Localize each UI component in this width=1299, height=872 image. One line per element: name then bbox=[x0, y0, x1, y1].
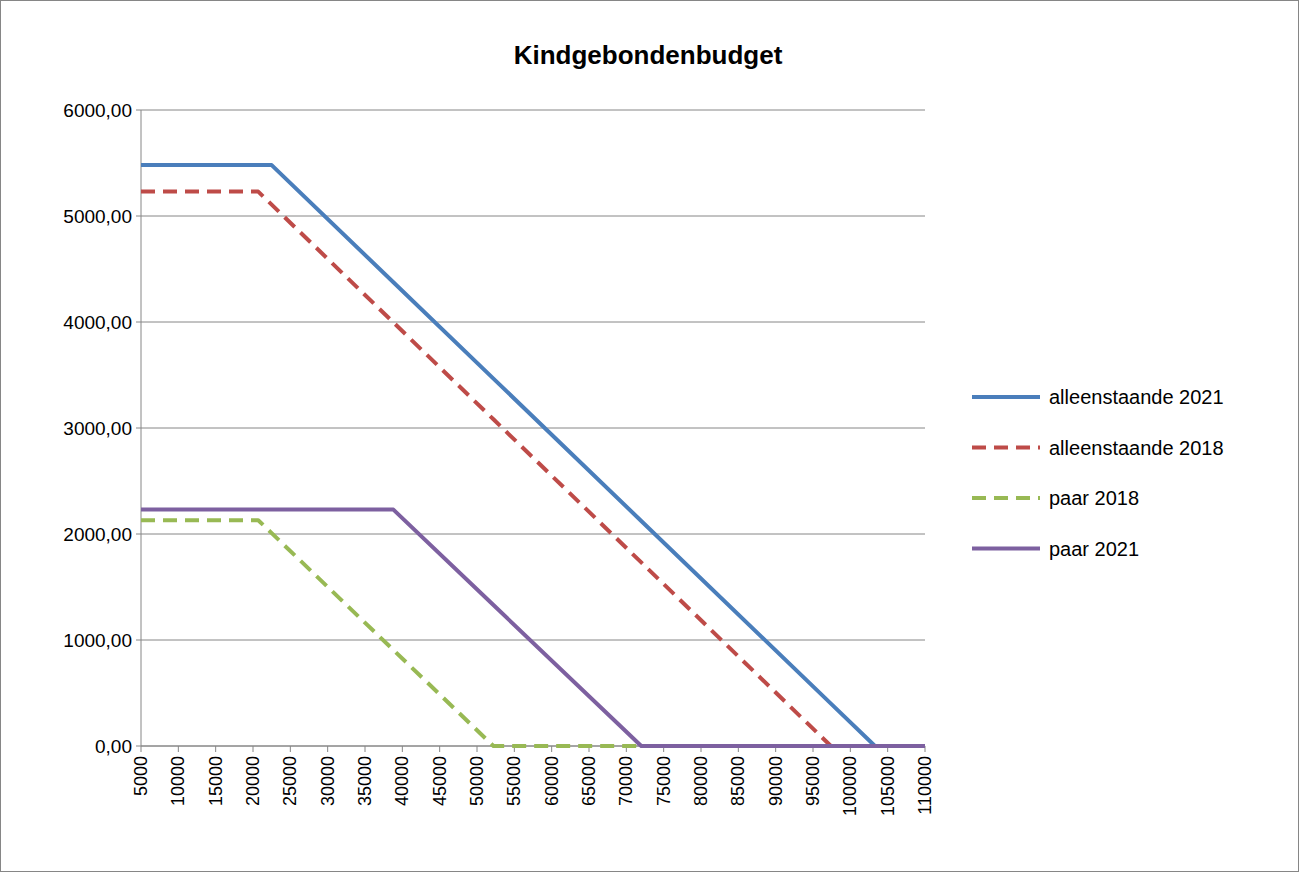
x-tick bbox=[290, 746, 291, 752]
title: Kindgebondenbudget bbox=[514, 40, 783, 70]
y-tick-label: 4000,00 bbox=[63, 312, 132, 333]
y-tick bbox=[136, 746, 141, 747]
x-tick bbox=[439, 746, 440, 752]
grid-line bbox=[141, 534, 925, 535]
legend-swatch bbox=[972, 395, 1040, 399]
chart-frame bbox=[1, 1, 1299, 872]
y-tick-label: 1000,00 bbox=[63, 630, 132, 651]
x-tick-label: 90000 bbox=[766, 756, 786, 806]
x-tick-label: 5000 bbox=[131, 756, 151, 796]
x-tick bbox=[141, 746, 142, 752]
y-axis bbox=[141, 110, 142, 746]
y-tick-label: 5000,00 bbox=[63, 206, 132, 227]
x-tick bbox=[365, 746, 366, 752]
legend-label: paar 2021 bbox=[1049, 538, 1139, 560]
y-tick bbox=[136, 110, 141, 111]
x-tick-label: 40000 bbox=[392, 756, 412, 806]
legend-swatch bbox=[972, 496, 1040, 500]
series-line bbox=[141, 510, 925, 746]
y-tick bbox=[136, 428, 141, 429]
legend-label: paar 2018 bbox=[1049, 487, 1139, 509]
x-tick-label: 65000 bbox=[579, 756, 599, 806]
x-tick bbox=[215, 746, 216, 752]
x-tick-label: 100000 bbox=[840, 756, 860, 816]
y-tick-label: 3000,00 bbox=[63, 418, 132, 439]
y-tick bbox=[136, 322, 141, 323]
x-tick-label: 60000 bbox=[542, 756, 562, 806]
series-line bbox=[141, 520, 925, 746]
legend-label: alleenstaande 2021 bbox=[1049, 386, 1224, 408]
legend-swatch bbox=[972, 547, 1040, 551]
y-tick bbox=[136, 640, 141, 641]
x-tick-label: 45000 bbox=[430, 756, 450, 806]
legend-label: alleenstaande 2018 bbox=[1049, 437, 1224, 459]
x-tick-label: 15000 bbox=[206, 756, 226, 806]
x-tick bbox=[551, 746, 552, 752]
series-line bbox=[141, 165, 925, 746]
x-tick-label: 70000 bbox=[616, 756, 636, 806]
x-tick-label: 35000 bbox=[355, 756, 375, 806]
y-tick bbox=[136, 534, 141, 535]
grid-line bbox=[141, 110, 925, 111]
x-tick bbox=[327, 746, 328, 752]
y-tick bbox=[136, 216, 141, 217]
grid-line bbox=[141, 216, 925, 217]
x-tick bbox=[253, 746, 254, 752]
legend: alleenstaande 2021 alleenstaande 2018 paar… bbox=[972, 386, 1224, 560]
x-tick-label: 55000 bbox=[504, 756, 524, 806]
x-tick-label: 110000 bbox=[915, 756, 935, 815]
grid-line bbox=[141, 322, 925, 323]
chart: Kindgebondenbudget 0,00 1000,00 2000,00 3000… bbox=[0, 0, 1299, 872]
x-tick-label: 95000 bbox=[803, 756, 823, 806]
x-tick-label: 25000 bbox=[280, 756, 300, 806]
x-tick bbox=[402, 746, 403, 752]
x-tick-label: 80000 bbox=[691, 756, 711, 806]
y-tick-label: 6000,00 bbox=[63, 100, 132, 121]
x-tick-label: 105000 bbox=[878, 756, 898, 816]
x-tick bbox=[178, 746, 179, 752]
x-tick-label: 10000 bbox=[168, 756, 188, 806]
x-tick bbox=[477, 746, 478, 752]
y-tick-label: 2000,00 bbox=[63, 524, 132, 545]
legend-swatch bbox=[972, 446, 1040, 450]
grid-line bbox=[141, 428, 925, 429]
plot-area bbox=[141, 165, 925, 746]
x-tick-label: 75000 bbox=[654, 756, 674, 806]
y-tick-label: 0,00 bbox=[95, 736, 132, 757]
series-line bbox=[141, 192, 925, 746]
x-tick-label: 20000 bbox=[243, 756, 263, 806]
x-tick-label: 30000 bbox=[318, 756, 338, 806]
x-tick-label: 85000 bbox=[728, 756, 748, 806]
x-tick-label: 50000 bbox=[467, 756, 487, 806]
